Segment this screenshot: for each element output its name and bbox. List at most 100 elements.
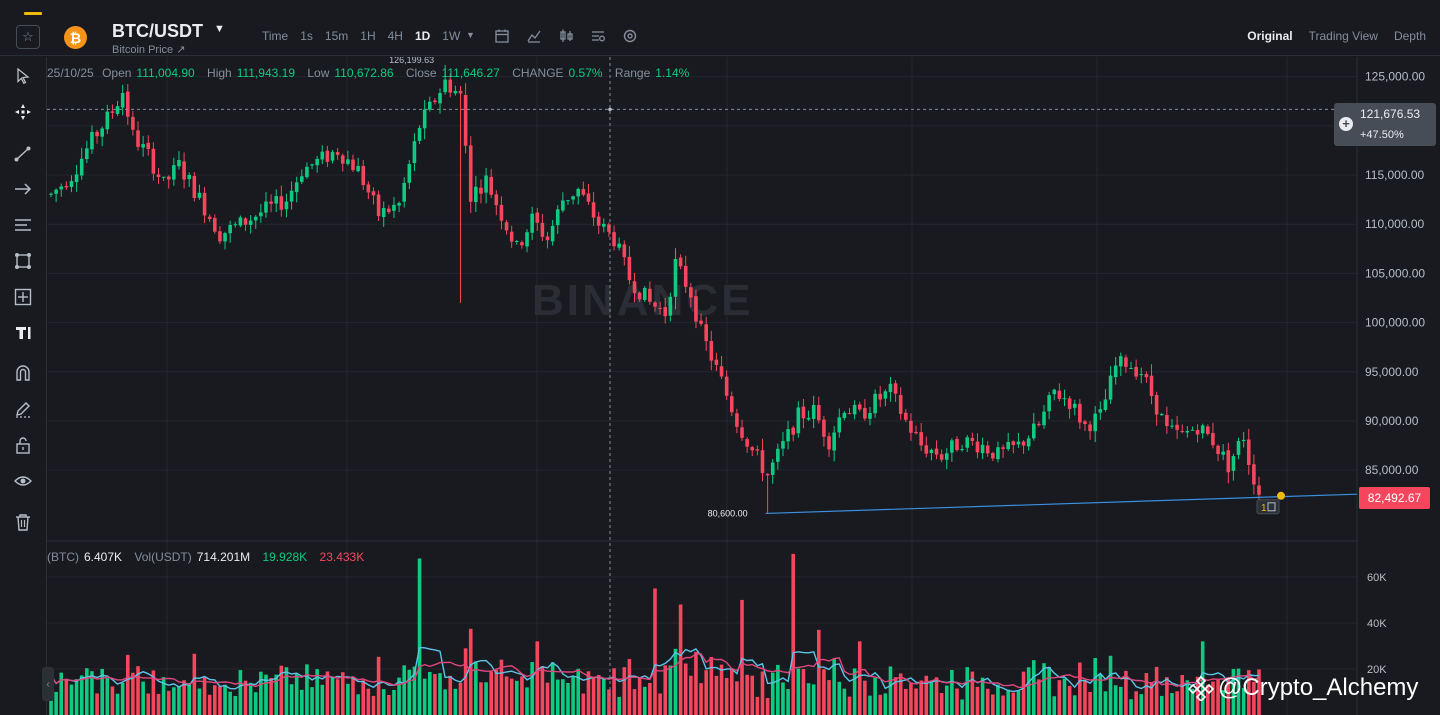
price-tick-label: 85,000.00 [1365, 463, 1419, 477]
volume-bar [1006, 689, 1010, 715]
candle [182, 152, 186, 189]
text-tool[interactable] [12, 322, 34, 344]
volume-bar [929, 681, 934, 715]
add-alert-plus-icon[interactable]: + [1339, 117, 1353, 131]
volume-bar [248, 682, 253, 715]
volume-bar [1026, 667, 1031, 715]
candle [125, 84, 130, 125]
volume-bar [392, 689, 396, 715]
candle [141, 135, 145, 157]
volume-bar [980, 677, 985, 715]
trendline-anchor-handle[interactable] [1277, 491, 1285, 500]
view-depth-tab[interactable]: Depth [1393, 29, 1426, 43]
arrow-tool[interactable] [12, 178, 34, 200]
lock-tool[interactable] [12, 434, 34, 456]
volume-bar [740, 599, 744, 715]
delete-tool[interactable] [12, 511, 34, 533]
candle [315, 155, 319, 173]
candle [934, 440, 939, 460]
volume-bar [330, 677, 335, 715]
candle [499, 196, 504, 230]
candle [468, 136, 473, 213]
pattern-tool[interactable] [12, 250, 34, 272]
volume-bar [197, 688, 202, 715]
volume-bar [847, 696, 852, 715]
candle [274, 189, 279, 213]
candle [474, 175, 478, 213]
pair-subtitle-link[interactable]: Bitcoin Price ↗ [112, 44, 186, 56]
interval-15m[interactable]: 15m [324, 29, 349, 43]
trendline[interactable] [765, 493, 1358, 515]
interval-time[interactable]: Time [262, 29, 289, 43]
candle [699, 313, 703, 327]
calendar-icon[interactable] [494, 28, 510, 44]
draw-edit-tool[interactable] [12, 398, 34, 420]
candle [991, 451, 995, 462]
volume-bar [161, 677, 166, 715]
author-signature: @Crypto_Alchemy [1188, 674, 1418, 702]
volume-bar [729, 668, 734, 715]
volume-bar [402, 665, 406, 715]
interval-more-caret-icon[interactable]: ▼ [466, 30, 475, 40]
measure-tool[interactable] [12, 286, 34, 308]
volume-bar [463, 648, 468, 715]
line-alert-badge[interactable]: 1 [1256, 499, 1280, 515]
chart-header: ☆ ₿ BTC/USDT ▼ Bitcoin Price ↗ Time 1s 1… [0, 18, 1440, 56]
scroll-left-button[interactable]: ‹ [42, 667, 54, 701]
volume-bar [632, 689, 637, 715]
volume-bar [919, 680, 923, 715]
candle [433, 98, 437, 105]
candle [678, 254, 683, 270]
interval-4h[interactable]: 4H [387, 29, 403, 43]
favorite-star-button[interactable]: ☆ [16, 25, 40, 49]
view-original-tab[interactable]: Original [1247, 29, 1293, 43]
volume-bar [182, 680, 186, 715]
candle [438, 88, 442, 114]
interval-1w[interactable]: 1W [442, 29, 461, 43]
trendline-tool[interactable] [12, 143, 34, 165]
crosshair-price-tag[interactable]: + 121,676.53 +47.50% [1334, 103, 1436, 146]
price-chart[interactable]: BINANCE 126,199.63 80,600.00 1 125,000.00 1… [47, 57, 1440, 715]
volume-bar [545, 682, 550, 715]
candle [689, 282, 693, 308]
crosshair-tool[interactable] [12, 101, 34, 123]
candle-type-icon[interactable] [558, 28, 574, 44]
interval-1d[interactable]: 1D [414, 29, 431, 43]
view-tradingview-tab[interactable]: Trading View [1308, 29, 1378, 43]
interval-1h[interactable]: 1H [360, 29, 376, 43]
volume-bar [991, 694, 995, 715]
candle [724, 370, 729, 400]
candle [376, 190, 381, 222]
volume-bar [100, 668, 104, 715]
volume-bar [975, 686, 980, 715]
candle [1206, 424, 1210, 436]
fib-lines-tool[interactable] [12, 214, 34, 236]
volume-bar [832, 659, 836, 715]
volume-bar [131, 672, 135, 715]
visibility-tool[interactable] [12, 470, 34, 492]
volume-bar [581, 693, 586, 715]
indicator-icon[interactable] [526, 28, 542, 44]
volume-bar [596, 675, 601, 715]
chevron-left-icon: ‹ [46, 678, 50, 690]
candle [90, 125, 94, 154]
volume-bar [586, 671, 591, 715]
pair-dropdown-caret-icon[interactable]: ▼ [214, 23, 225, 35]
volume-bar [1241, 688, 1246, 715]
pair-title[interactable]: BTC/USDT [112, 21, 203, 41]
magnet-tool[interactable] [12, 362, 34, 384]
candle [581, 181, 586, 197]
volume-bar [1021, 671, 1026, 715]
volume-bar [1088, 691, 1092, 715]
candle [494, 190, 499, 216]
volume-bar [69, 684, 74, 715]
candle [847, 407, 852, 415]
interval-1s[interactable]: 1s [300, 29, 313, 43]
candle [1042, 405, 1046, 429]
price-axis: 125,000.00120,000.00115,000.00110,000.00… [1365, 70, 1425, 676]
candle [642, 286, 647, 302]
cursor-tool[interactable] [12, 65, 34, 87]
candle [827, 432, 831, 457]
settings-sliders-icon[interactable] [590, 28, 606, 44]
gear-icon[interactable] [622, 28, 638, 44]
